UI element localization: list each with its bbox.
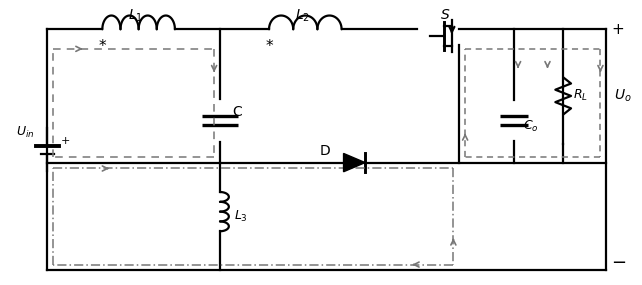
Text: $R_L$: $R_L$ (573, 88, 588, 103)
Text: +: + (61, 136, 71, 146)
Text: +: + (611, 22, 624, 37)
Text: D: D (320, 144, 331, 158)
Text: *: * (98, 39, 106, 54)
Text: $U_o$: $U_o$ (614, 88, 632, 104)
Text: $L_2$: $L_2$ (295, 7, 310, 24)
Text: −: − (611, 255, 627, 272)
Text: $S$: $S$ (440, 9, 451, 23)
Text: C: C (232, 105, 241, 119)
Text: $L_1$: $L_1$ (128, 7, 143, 24)
Text: $C_o$: $C_o$ (523, 119, 539, 134)
Text: $U_{in}$: $U_{in}$ (16, 125, 35, 140)
Text: $L_3$: $L_3$ (234, 208, 248, 223)
Text: *: * (265, 39, 273, 54)
Polygon shape (343, 153, 365, 172)
